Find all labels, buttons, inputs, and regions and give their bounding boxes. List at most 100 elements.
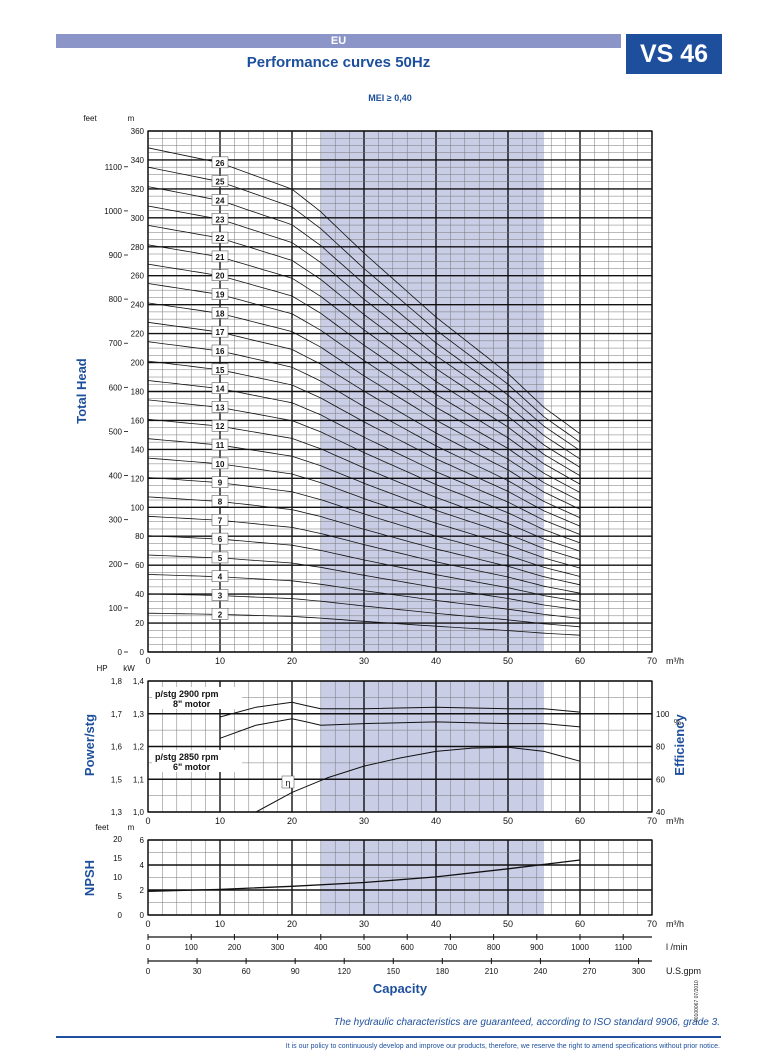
page-title: Performance curves 50Hz [246,54,431,71]
head-feet-tick: 500 [109,427,123,436]
stage-label-box [211,495,229,507]
efficiency-tick: 100 [656,710,670,719]
power-unit-hp: HP [96,664,107,673]
head-x-tick: 50 [503,656,513,666]
power-x-unit: m³/h [666,816,684,826]
stage-label: 13 [216,403,225,412]
head-m-tick: 60 [135,561,144,570]
head-x-tick: 70 [647,656,657,666]
stage-label: 12 [216,422,225,431]
footer-divider [56,1036,721,1038]
head-m-tick: 360 [131,127,145,136]
npsh-m-tick: 6 [140,836,145,845]
efficiency-tick: 40 [656,808,665,817]
stage-label-box [211,194,229,206]
power-kw-tick: 1,2 [133,743,145,752]
npsh-x-tick: 0 [145,919,150,929]
lmin-tick: 100 [185,943,199,952]
stage-label-box [211,307,229,319]
stage-label: 17 [216,328,225,337]
header-banner [56,34,621,48]
stage-label-box [211,419,229,432]
document-code: 00100067 07/2010 [694,980,700,1022]
stage-label: 16 [216,347,225,356]
stage-label: 24 [216,196,225,205]
head-m-tick: 220 [131,330,145,339]
power-curve-2900 [219,701,581,718]
usgpm-tick: 300 [632,967,646,976]
power-hp-tick: 1,3 [111,808,123,817]
lmin-tick: 800 [487,943,501,952]
region-label: EU [330,35,347,47]
head-m-tick: 160 [131,416,145,425]
lmin-unit: l /min [666,942,688,952]
lmin-tick: 700 [444,943,458,952]
usgpm-tick: 150 [387,967,401,976]
policy-note: It is our policy to continuously develop… [285,1043,720,1050]
efficiency-tick: 80 [656,743,665,752]
head-unit-feet: feet [83,114,97,123]
head-frame [147,130,653,653]
stage-label-box [211,551,229,564]
stage-label: 10 [216,460,225,469]
stage-label: 26 [216,159,225,168]
stage-label: 7 [218,516,223,525]
capacity-xlabel: Capacity [373,981,428,996]
stage-label-box [211,401,229,413]
stage-label: 14 [216,385,225,394]
stage-label: 23 [216,215,225,224]
lmin-tick: 0 [146,943,151,952]
stage-label: 9 [218,479,223,488]
power-frame [147,680,653,813]
head-m-tick: 240 [131,301,145,310]
stage-label: 21 [216,253,225,262]
stage-label: 19 [216,291,225,300]
power-hp-tick: 1,7 [111,710,123,719]
eta-label-box [281,775,295,789]
lmin-tick: 1000 [571,943,589,952]
power-x-tick: 10 [215,816,225,826]
head-unit-m: m [128,114,135,123]
efficiency-tick: 60 [656,775,665,784]
power-x-tick: 50 [503,816,513,826]
power-kw-tick: 1,3 [133,710,145,719]
npsh-x-tick: 30 [359,919,369,929]
legend-2900-box [152,687,242,709]
power-hp-tick: 1,5 [111,775,123,784]
stage-label-box [211,382,229,394]
npsh-x-tick: 40 [431,919,441,929]
head-m-tick: 20 [135,619,144,628]
power-x-tick: 40 [431,816,441,826]
head-m-tick: 340 [131,156,145,165]
power-kw-tick: 1,1 [133,775,145,784]
head-x-tick: 60 [575,656,585,666]
lmin-tick: 400 [314,943,328,952]
head-feet-tick: 900 [109,251,123,260]
npsh-feet-tick: 10 [113,873,122,882]
stage-label-box [211,514,229,526]
power-x-tick: 70 [647,816,657,826]
power-x-tick: 30 [359,816,369,826]
npsh-feet-tick: 20 [113,835,122,844]
usgpm-tick: 210 [485,967,499,976]
stage-label-box [211,344,229,357]
mei-label: MEI ≥ 0,40 [368,93,412,103]
legend-2850-rpm: p/stg 2850 rpm [155,752,219,762]
usgpm-tick: 240 [534,967,548,976]
head-feet-tick: 600 [109,383,123,392]
head-m-tick: 320 [131,185,145,194]
lmin-tick: 300 [271,943,285,952]
lmin-tick: 200 [228,943,242,952]
lmin-tick: 500 [357,943,371,952]
usgpm-tick: 90 [291,967,300,976]
lmin-tick: 1100 [615,943,633,952]
npsh-unit-m: m [128,823,135,832]
model-badge: VS 46 [626,34,722,74]
npsh-x-tick: 10 [215,919,225,929]
npsh-m-tick: 2 [140,886,145,895]
stage-label: 18 [216,309,225,318]
power-hp-tick: 1,8 [111,677,123,686]
head-ylabel: Total Head [74,358,89,424]
stage-label-box [211,589,229,601]
npsh-x-tick: 60 [575,919,585,929]
